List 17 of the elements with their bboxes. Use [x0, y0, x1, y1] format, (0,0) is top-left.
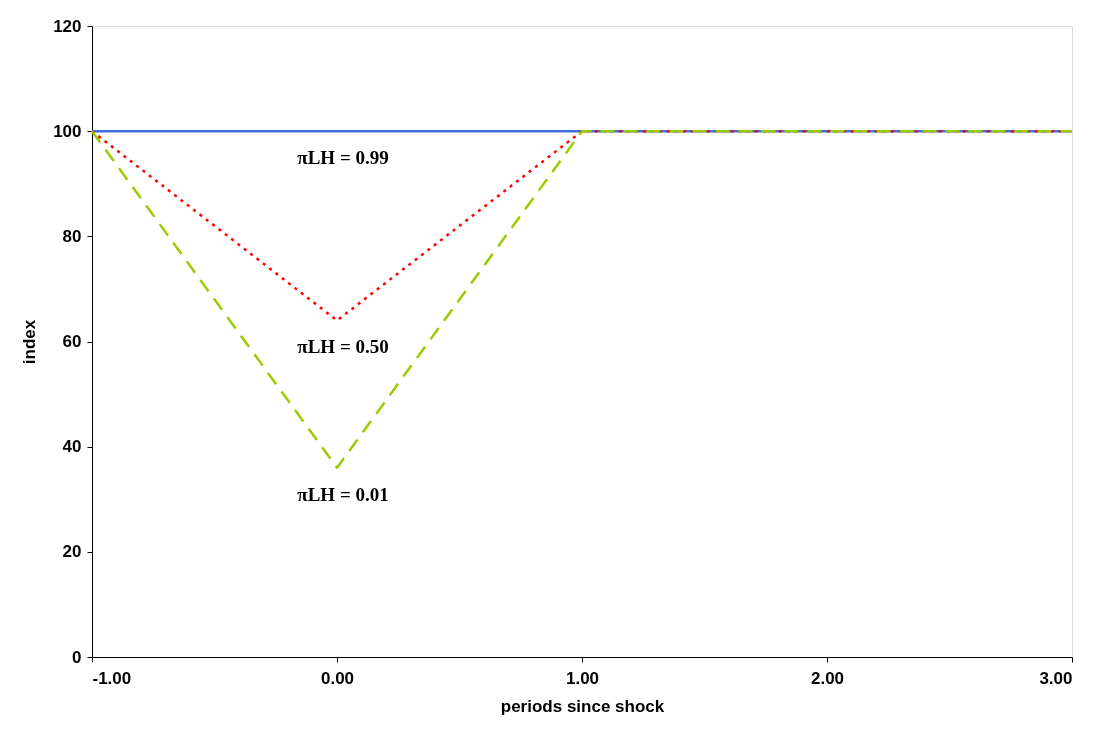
y-tick-label: 60 [62, 332, 82, 351]
x-tick-label: -1.00 [92, 668, 132, 688]
x-tick-label: 2.00 [810, 668, 845, 688]
y-tick-label: 80 [62, 226, 82, 246]
annotation: πLH = 0.99 [297, 147, 389, 169]
annotation: πLH = 0.01 [297, 483, 389, 505]
x-tick-label: 3.00 [1039, 668, 1073, 688]
annotation: πLH = 0.50 [297, 336, 389, 358]
y-tick-label: 120 [53, 16, 82, 36]
y-tick-label: 100 [53, 121, 82, 141]
y-tick-label: 40 [62, 437, 82, 457]
y-tick-label: 20 [62, 542, 82, 562]
y-axis-title: index [20, 319, 40, 365]
x-tick-label: 1.00 [565, 668, 600, 688]
x-tick-label: 0.00 [320, 668, 355, 688]
x-axis-title: periods since shock [500, 696, 665, 716]
y-tick-label: 0 [72, 647, 82, 667]
